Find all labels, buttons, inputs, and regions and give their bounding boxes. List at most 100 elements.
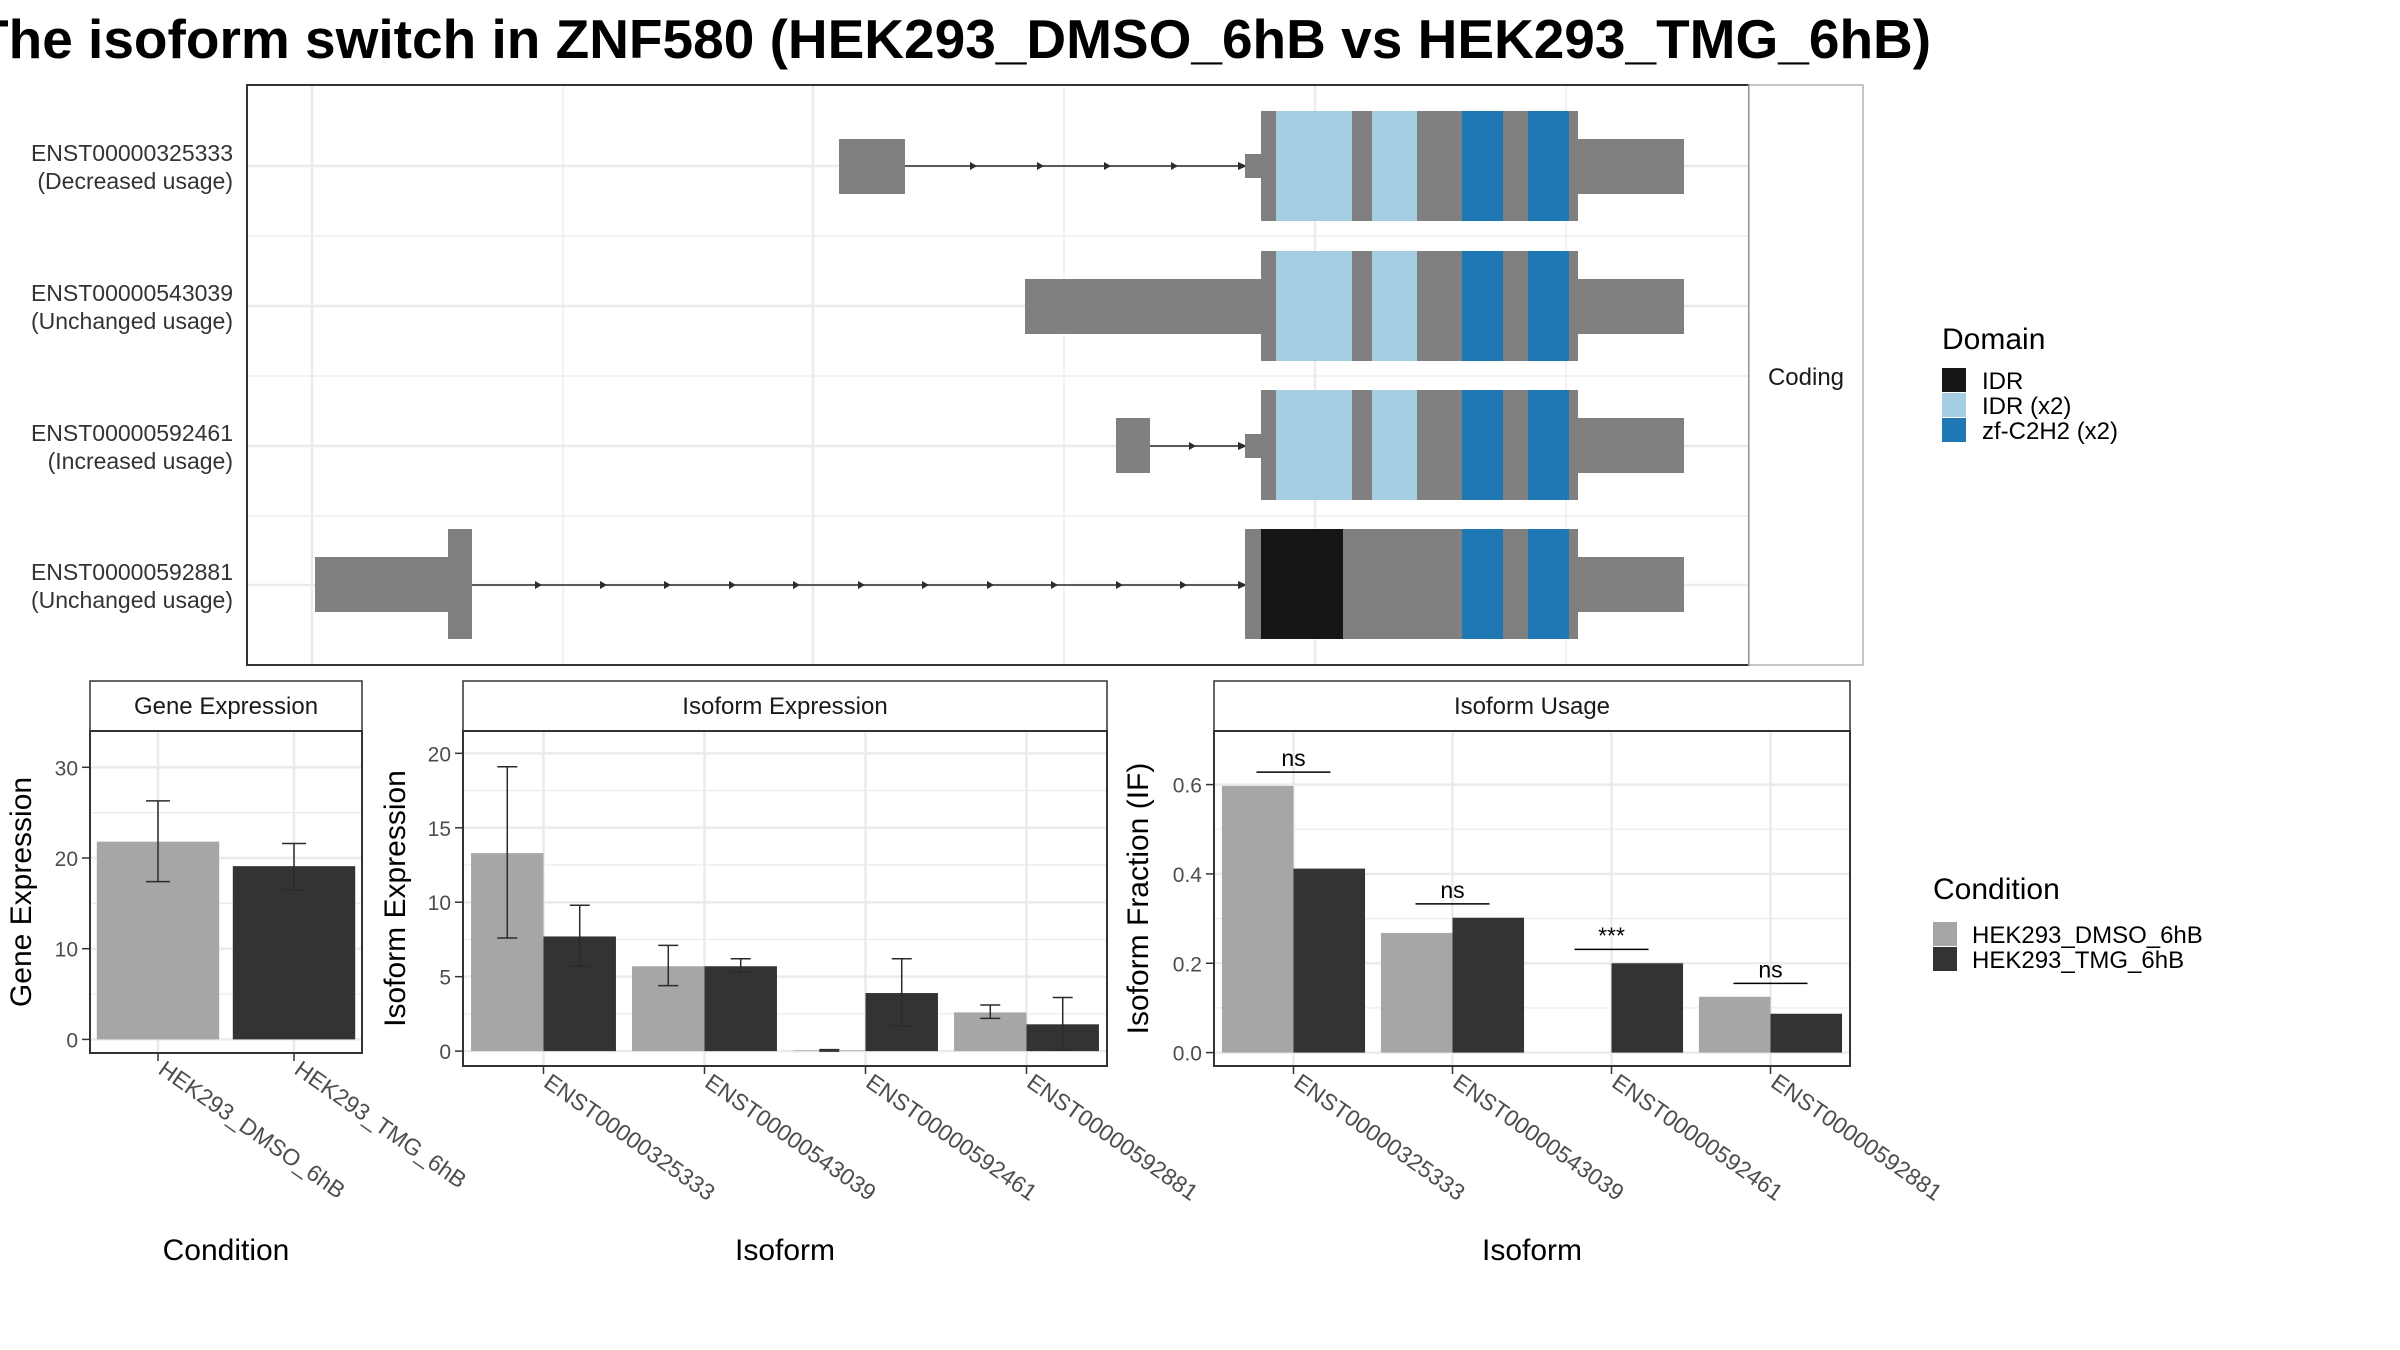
isoform-label: ENST00000325333: [31, 140, 233, 166]
coding-strip: [1748, 84, 1864, 666]
isoform-usage-label: (Unchanged usage): [31, 308, 233, 334]
bar-hek293-tmg-6hb-enst00000592461: [1611, 963, 1684, 1053]
transcript-ENST00000592461: [1116, 390, 1684, 500]
isoform-usage-label: (Unchanged usage): [31, 587, 233, 613]
idr-domain: [1372, 390, 1417, 500]
bar-hek293-tmg-6hb-enst00000543039: [1452, 917, 1525, 1053]
x-tick-label: ENST00000592881: [1766, 1068, 1946, 1205]
legend-label-idr-x2: IDR (x2): [1982, 393, 2071, 420]
isoform-usage-label: (Increased usage): [48, 448, 233, 474]
y-tick-label: 20: [428, 743, 451, 766]
transcript-ENST00000592881: [315, 529, 1684, 639]
idr-domain: [1372, 111, 1417, 221]
bar-hek293-dmso-6hb-enst00000592881: [1698, 996, 1771, 1053]
utr-exon: [1578, 139, 1684, 194]
gene-expression-panel: Gene Expression0102030HEK293_DMSO_6hBHEK…: [5, 680, 471, 1267]
y-tick-label: 10: [428, 892, 451, 915]
intron-arrows: [970, 162, 1247, 170]
panel-strip: [462, 680, 1108, 732]
zf-c2h2-domain: [1462, 529, 1503, 639]
y-axis-title: Isoform Fraction (IF): [1122, 763, 1155, 1035]
significance-label: ns: [1281, 745, 1305, 771]
zf-c2h2-domain: [1462, 111, 1503, 221]
y-tick-label: 5: [439, 967, 451, 990]
y-axis-title: Isoform Expression: [379, 770, 412, 1027]
y-tick-label: 0.4: [1173, 864, 1203, 887]
isoform-expression-panel: Isoform Expression 0 5 10 15 20 ENST0000032533…: [379, 680, 1203, 1267]
idr-domain: [1276, 111, 1352, 221]
legend-label-dmso: HEK293_DMSO_6hB: [1972, 922, 2203, 949]
idr-domain: [1372, 251, 1417, 361]
isoform-label: ENST00000592881: [31, 559, 233, 585]
bar-hek293-dmso-6hb-enst00000543039: [1380, 932, 1453, 1053]
x-tick-label: ENST00000543039: [1448, 1068, 1628, 1205]
legend-label-zf-c2h2: zf-C2H2 (x2): [1982, 418, 2118, 445]
y-tick-label: 20: [55, 848, 78, 871]
coding-exon: [448, 529, 472, 639]
isoform-usage-panel: Isoform Usage ns ns *** ns 0.0 0.2 0.4 0.6 ENST00…: [1122, 680, 1947, 1267]
zf-c2h2-domain: [1528, 390, 1569, 500]
significance-label: ns: [1440, 877, 1464, 903]
y-tick-label: 0.6: [1173, 775, 1202, 798]
x-tick-label: ENST00000325333: [1289, 1068, 1469, 1205]
zf-c2h2-domain: [1528, 111, 1569, 221]
condition-legend-title: Condition: [1933, 873, 2060, 906]
structure-y-labels: ENST00000325333 (Decreased usage) ENST00…: [31, 140, 233, 613]
panel-border: [462, 730, 1108, 1067]
zf-c2h2-domain: [1462, 390, 1503, 500]
y-tick-label: 0: [439, 1041, 451, 1064]
utr-exon: [1245, 154, 1261, 178]
panel-border: [1213, 730, 1851, 1067]
x-tick-label: ENST00000543039: [700, 1068, 880, 1205]
utr-exon: [1578, 557, 1684, 612]
y-tick-label: 0.2: [1173, 953, 1202, 976]
y-tick-label: 15: [428, 818, 451, 841]
y-tick-label: 0: [66, 1029, 78, 1052]
coding-strip-label: Coding: [1768, 364, 1844, 391]
x-axis-title: Condition: [163, 1234, 290, 1267]
isoform-usage-label: (Decreased usage): [37, 168, 233, 194]
zf-c2h2-domain: [1528, 529, 1569, 639]
transcript-ENST00000325333: [839, 111, 1684, 221]
bar-hek293-tmg-6hb-enst00000543039: [704, 966, 777, 1052]
legend-swatch-zf-c2h2: [1942, 418, 1966, 442]
y-tick-label: 0.0: [1173, 1043, 1202, 1066]
y-tick-label: 30: [55, 757, 78, 780]
transcript-ENST00000543039: [1025, 251, 1684, 361]
utr-exon: [315, 557, 448, 612]
utr-exon: [1025, 279, 1261, 334]
bar-hek293-dmso-6hb-enst00000325333: [1221, 785, 1294, 1053]
bar-hek293-tmg-6hb-enst00000592881: [1770, 1013, 1843, 1053]
legend-label-tmg: HEK293_TMG_6hB: [1972, 947, 2184, 974]
x-axis-title: Isoform: [1482, 1234, 1582, 1267]
zf-c2h2-domain: [1528, 251, 1569, 361]
zf-c2h2-domain: [1462, 251, 1503, 361]
legend-swatch-idr-x2: [1942, 393, 1966, 417]
legend-label-idr: IDR: [1982, 368, 2023, 395]
utr-exon: [1245, 434, 1261, 458]
idr-domain: [1276, 390, 1352, 500]
x-tick-label: ENST00000592461: [861, 1068, 1041, 1205]
figure-title: The isoform switch in ZNF580 (HEK293_DMS…: [0, 8, 1931, 70]
domain-legend: Domain IDR IDR (x2) zf-C2H2 (x2): [1942, 323, 2118, 445]
legend-swatch-tmg: [1933, 947, 1957, 971]
significance-label: ns: [1758, 956, 1782, 982]
x-tick-label: ENST00000325333: [539, 1068, 719, 1205]
legend-swatch-dmso: [1933, 922, 1957, 946]
panel-title: Gene Expression: [134, 693, 318, 720]
utr-exon: [1245, 529, 1261, 639]
significance-label: ***: [1598, 922, 1625, 948]
x-axis-title: Isoform: [735, 1234, 835, 1267]
isoform-label: ENST00000592461: [31, 420, 233, 446]
idr-domain: [1276, 251, 1352, 361]
legend-swatch-idr: [1942, 368, 1966, 392]
utr-exon: [1578, 279, 1684, 334]
y-axis-title: Gene Expression: [5, 777, 38, 1007]
utr-exon: [1116, 418, 1150, 473]
utr-exon: [1578, 418, 1684, 473]
panel-border: [89, 730, 363, 1054]
x-tick-label: ENST00000592881: [1022, 1068, 1202, 1205]
domain-legend-title: Domain: [1942, 323, 2045, 356]
panel-strip: [89, 680, 363, 732]
